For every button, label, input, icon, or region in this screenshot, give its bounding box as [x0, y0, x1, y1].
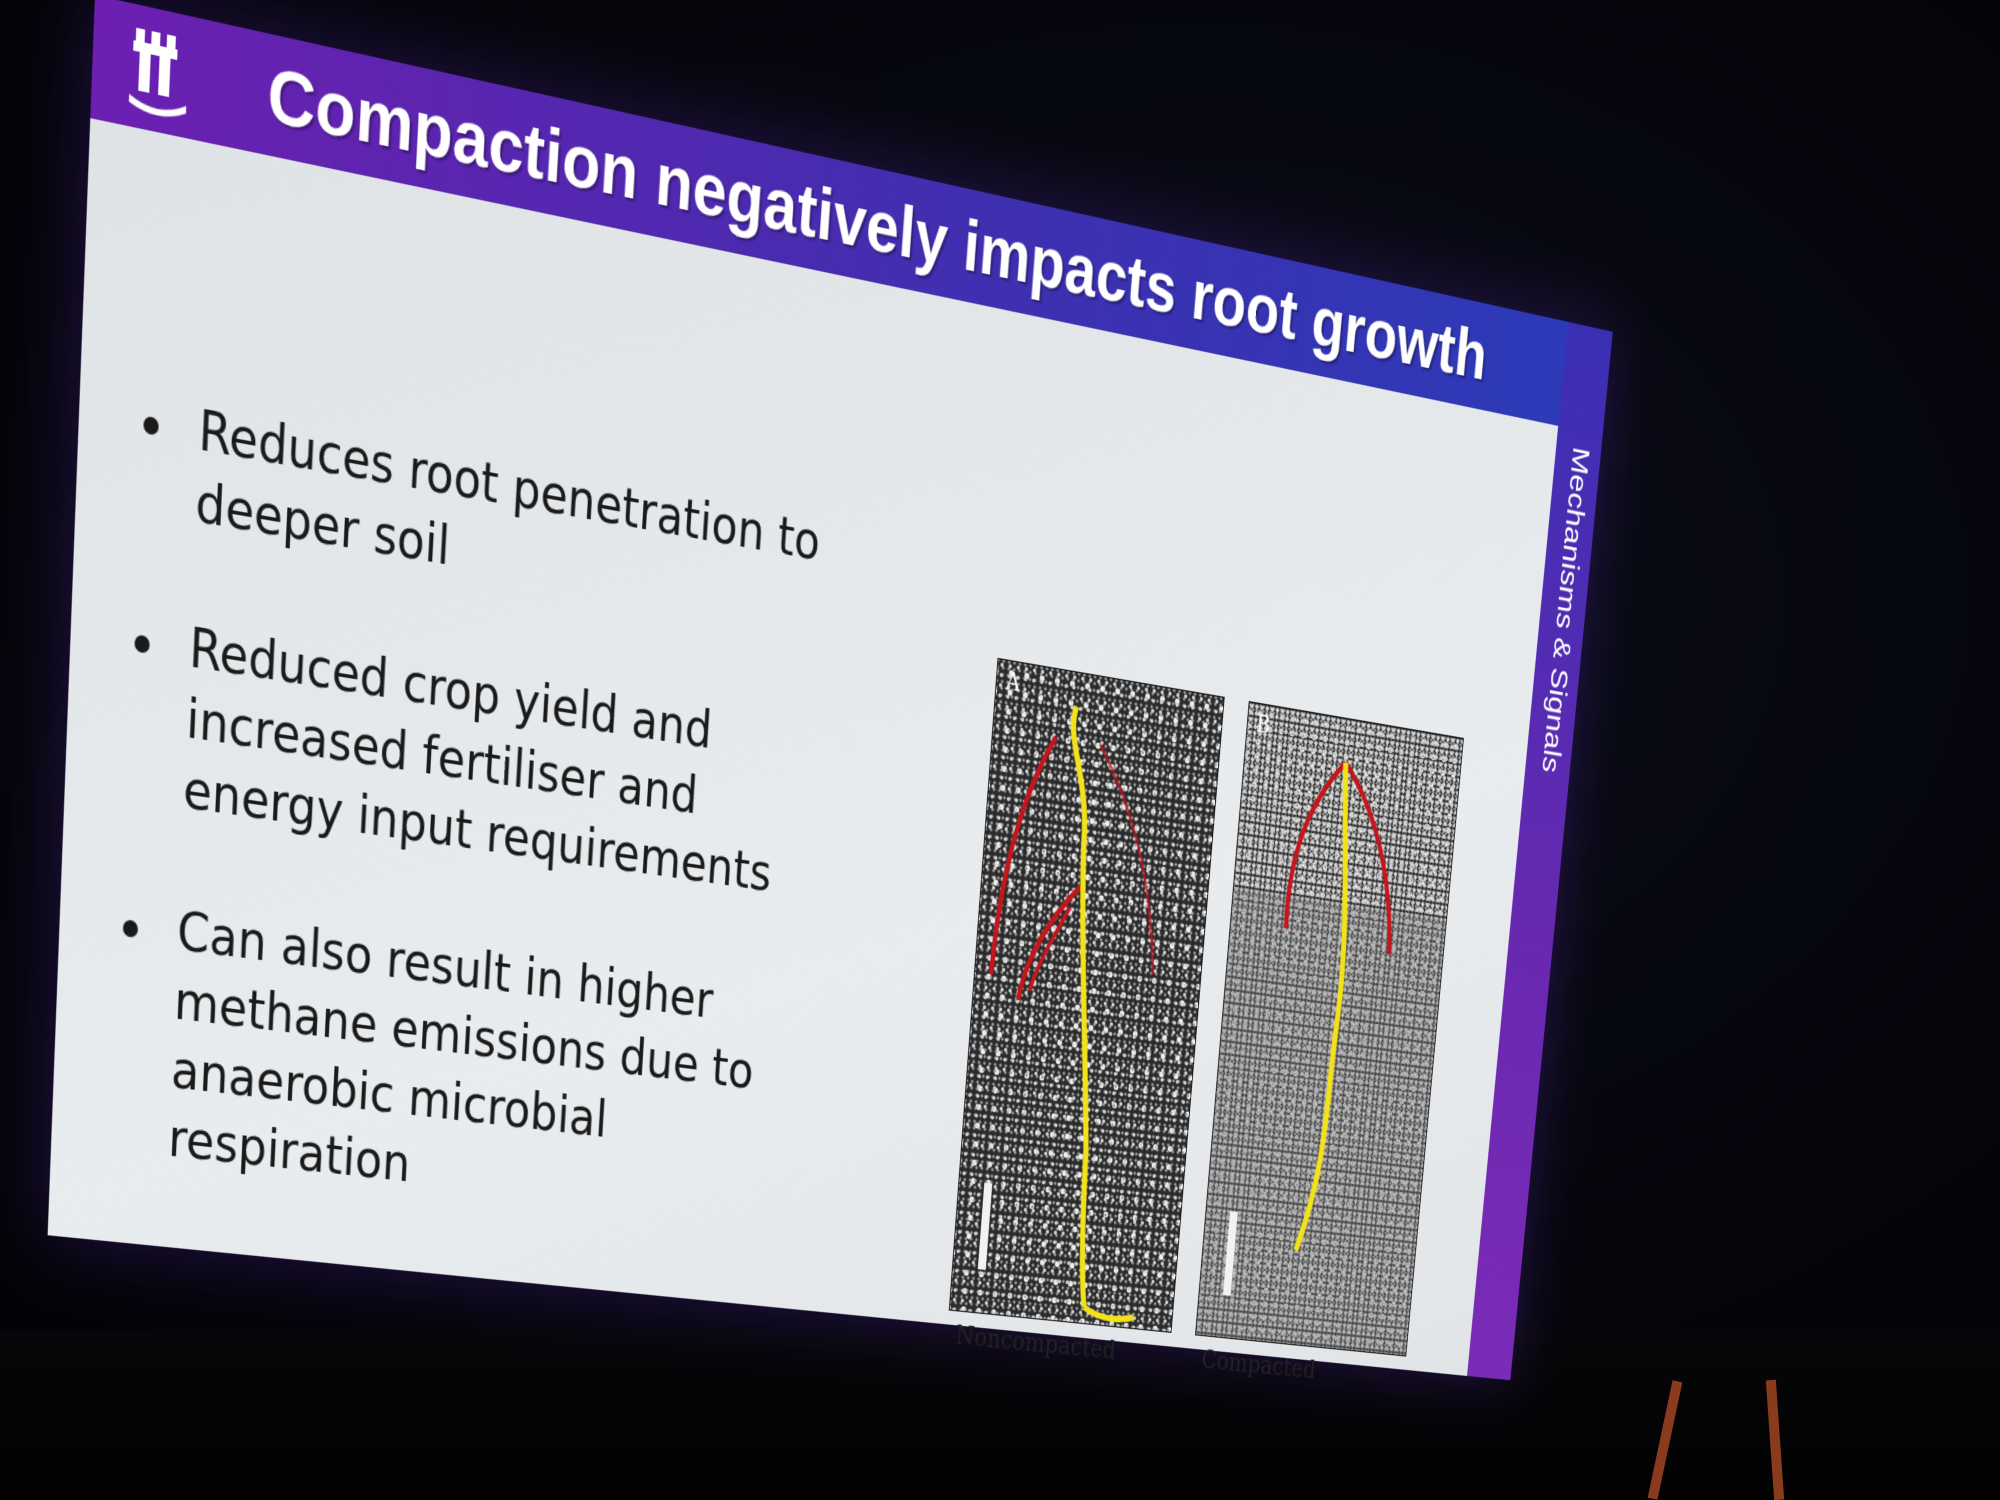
root-trace-overlay-a [950, 659, 1224, 1332]
bullet-item: Reduces root penetration to deeper soil [135, 385, 868, 653]
presentation-slide: Compaction negatively impacts root growt… [48, 0, 1613, 1380]
noncompacted-scan-panel: A [949, 658, 1225, 1333]
bullet-text: Reduces root penetration to deeper soil [194, 399, 822, 578]
bullet-dot-icon [123, 919, 139, 938]
bullet-item: Can also result in higher methane emissi… [109, 890, 835, 1243]
root-scan-figure: A B [945, 658, 1479, 1407]
caption-noncompacted: Noncompacted [955, 1320, 1117, 1365]
bullet-dot-icon [134, 634, 150, 654]
bullet-text: Reduced crop yield and increased fertili… [182, 617, 773, 904]
root-trace-overlay-b [1196, 702, 1463, 1355]
compacted-scan-panel: B [1195, 701, 1464, 1357]
bullet-dot-icon [143, 416, 159, 436]
university-tower-logo-icon [124, 21, 194, 125]
bullet-list: Reduces root penetration to deeper soil … [106, 385, 867, 1308]
bullet-item: Reduced crop yield and increased fertili… [123, 604, 853, 918]
bullet-text: Can also result in higher methane emissi… [167, 901, 755, 1194]
caption-compacted: Compacted [1200, 1345, 1317, 1385]
